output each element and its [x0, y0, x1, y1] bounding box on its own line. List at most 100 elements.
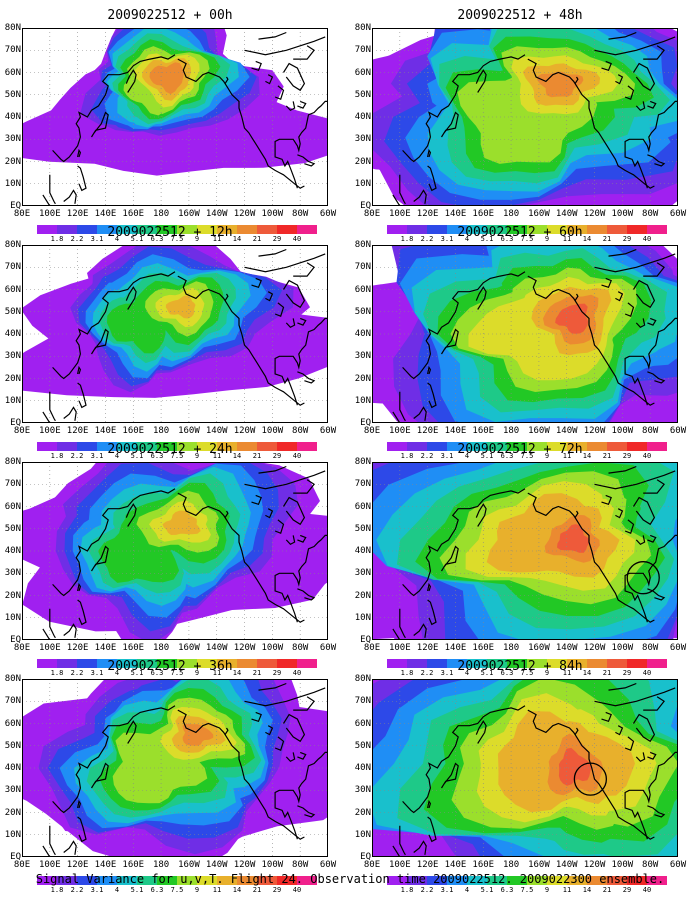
variance-map: [372, 462, 678, 640]
colorbar-label: 11: [212, 669, 222, 677]
coastline: [42, 194, 51, 206]
coastline: [274, 302, 285, 317]
colorbar-label: 11: [212, 886, 222, 894]
colorbar-swatch: [297, 442, 317, 451]
colorbar-label: 3.1: [440, 669, 454, 677]
colorbar: 1.8 2.2 3.1 4 5.1 6.3 7.5 9 11 14 21 29 40: [387, 442, 667, 464]
latitude-label: 60N: [4, 67, 21, 78]
colorbar-swatch: [647, 225, 667, 234]
coastline: [643, 479, 665, 494]
latitude-label: 30N: [4, 785, 21, 796]
colorbar-label: 7.5: [170, 669, 184, 677]
colorbar-label: 14: [582, 886, 592, 894]
longitude-label: 140E: [94, 209, 117, 219]
coastline: [632, 496, 656, 526]
coastline: [594, 36, 676, 56]
colorbar-swatch: [197, 876, 217, 885]
colorbar-swatch: [137, 225, 157, 234]
longitude-label: 180: [502, 426, 520, 436]
coastline: [402, 705, 526, 814]
colorbar-swatch: [487, 876, 507, 885]
latitude-label: 70N: [354, 45, 371, 56]
longitude-label: 120W: [583, 860, 606, 870]
latitude-label: 50N: [354, 89, 371, 100]
coastline: [42, 411, 51, 423]
longitude-label: 140E: [94, 426, 117, 436]
coastline: [224, 293, 229, 301]
colorbar-label: 21: [252, 235, 262, 243]
longitude-label: 120E: [416, 643, 439, 653]
coastline: [297, 100, 307, 109]
coastline: [177, 275, 305, 406]
latitude-label: 30N: [4, 351, 21, 362]
longitude-label: 80E: [13, 860, 31, 870]
map-frame: [22, 462, 328, 640]
coastline: [63, 189, 77, 204]
coastline: [643, 696, 665, 711]
coastline: [635, 752, 646, 763]
colorbar-label: 9: [544, 669, 550, 677]
latitude-label: 70N: [4, 696, 21, 707]
coastline: [475, 720, 487, 744]
colorbar-label: 21: [252, 452, 262, 460]
latitude-label: 40N: [354, 763, 371, 773]
coastline: [615, 74, 624, 85]
coastline: [282, 279, 306, 309]
latitude-label: EQ: [10, 852, 21, 862]
latitude-label: 70N: [354, 479, 371, 490]
colorbar-label: 14: [582, 452, 592, 460]
latitude-label: 10N: [354, 829, 371, 840]
longitude-label: 160E: [122, 860, 145, 870]
coastline: [90, 328, 109, 355]
latitude-label: 40N: [4, 329, 21, 339]
coastline: [615, 725, 624, 736]
coastline: [608, 248, 637, 257]
colorbar-swatch: [487, 442, 507, 451]
latitude-label: 40N: [354, 546, 371, 556]
variance-contour: [165, 295, 196, 319]
colorbar-label: 21: [602, 235, 612, 243]
coastline: [615, 291, 624, 302]
colorbar-label: 5.1: [130, 235, 144, 243]
colorbar-swatch: [547, 659, 567, 668]
coastline: [125, 69, 137, 93]
coastline: [52, 54, 176, 163]
colorbar-label: 29: [622, 235, 632, 243]
coastline: [427, 799, 432, 809]
forecast-panel: 2009022512 + 12h 80N 70N 60N 50N 40N 30N 20N 10N…: [0, 217, 340, 460]
longitude-label: 60W: [669, 426, 687, 436]
colorbar-label: 40: [642, 235, 652, 243]
colorbar-swatch: [427, 876, 447, 885]
colorbar: 1.8 2.2 3.1 4 5.1 6.3 7.5 9 11 14 21 29 40: [37, 659, 317, 681]
colorbar-swatch: [607, 442, 627, 451]
coastline: [632, 62, 656, 92]
coastline: [265, 74, 274, 85]
panel-title: 2009022512 + 24h: [107, 442, 233, 457]
longitude-label: 140E: [444, 860, 467, 870]
colorbar-swatch: [507, 659, 527, 668]
variance-contour: [557, 524, 590, 553]
longitude-label: 120W: [233, 860, 256, 870]
latitude-label: 50N: [4, 740, 21, 751]
colorbar-label: 29: [622, 452, 632, 460]
longitude-label: 60W: [319, 426, 337, 436]
coastline: [643, 262, 665, 277]
colorbar-swatch: [157, 442, 177, 451]
colorbar-swatch: [527, 659, 547, 668]
longitude-label: 160W: [178, 860, 200, 870]
coastline: [647, 805, 666, 818]
longitude-label: 120W: [233, 643, 256, 653]
colorbar-swatch: [57, 876, 77, 885]
colorbar-label: 1.8: [50, 886, 64, 894]
coastline: [601, 60, 612, 72]
colorbar-label: 2.2: [70, 235, 84, 243]
longitude-label: 100W: [611, 860, 634, 870]
panel-title: 2009022512 + 36h: [107, 659, 233, 674]
coastline: [624, 317, 678, 406]
colorbar-swatch: [567, 225, 587, 234]
latitude-label: 80N: [354, 240, 371, 250]
longitude-label: 160E: [472, 860, 495, 870]
colorbar-swatch: [607, 659, 627, 668]
latitude-label: 20N: [354, 373, 371, 384]
map-svg: [372, 28, 678, 206]
